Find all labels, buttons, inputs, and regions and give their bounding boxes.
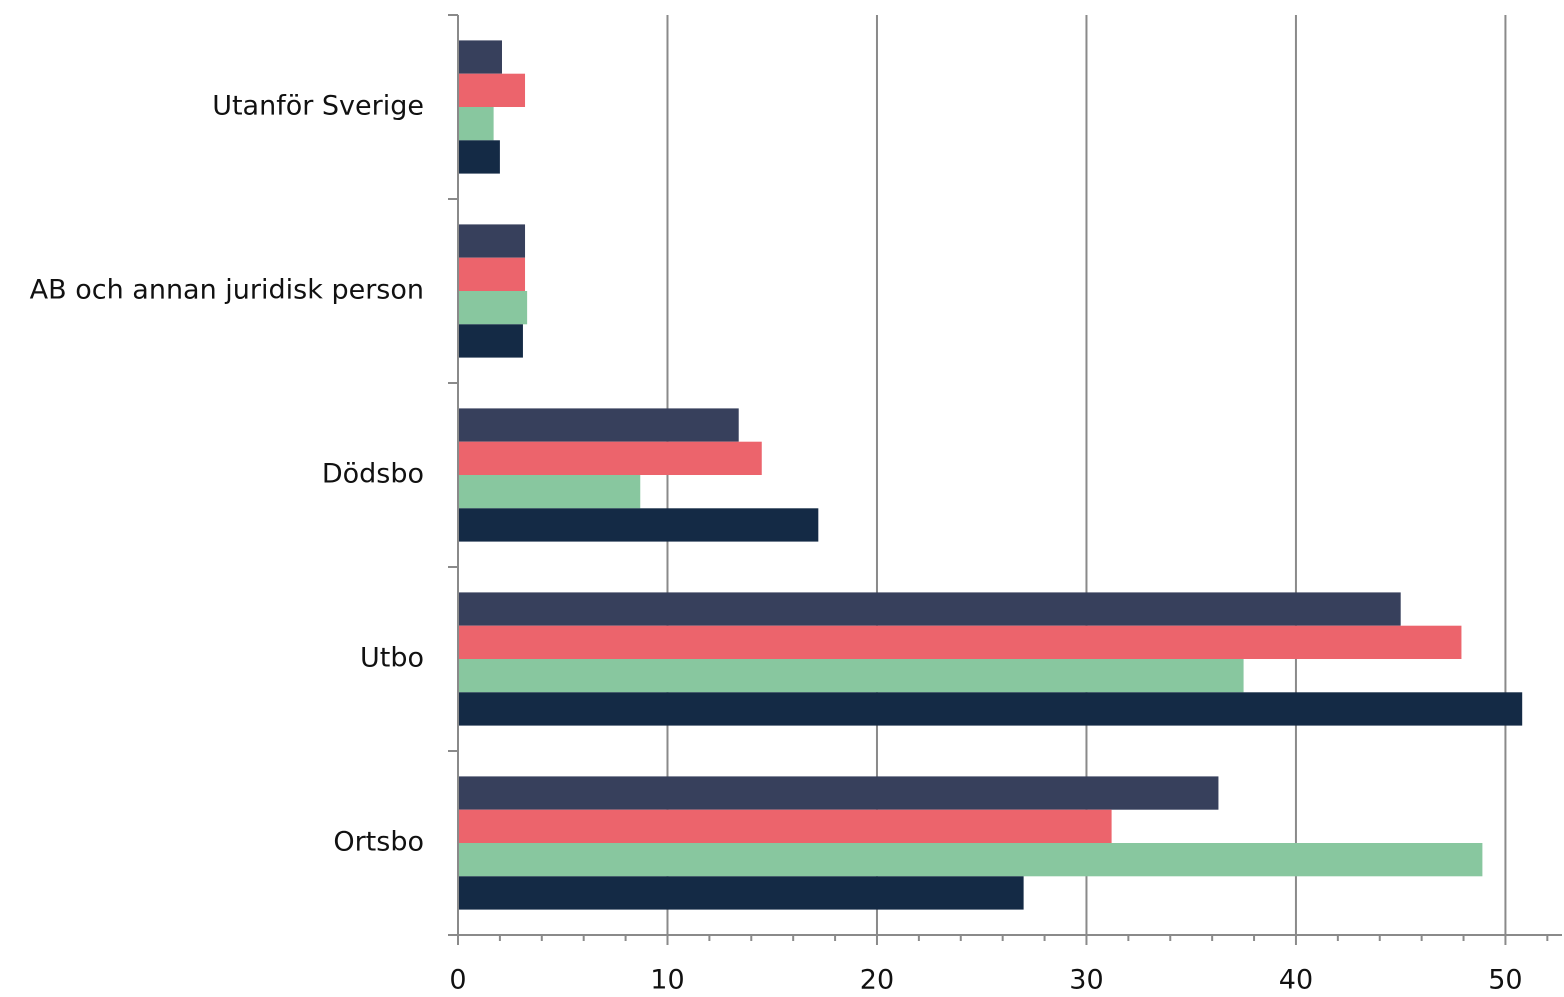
bar (458, 224, 526, 258)
bar (458, 692, 1523, 726)
bar (458, 408, 739, 442)
bar (458, 776, 1219, 810)
y-tick-label: AB och annan juridisk person (30, 275, 424, 306)
x-tick-label: 50 (1488, 965, 1522, 996)
bar (458, 659, 1244, 693)
bar (458, 107, 494, 141)
x-tick-label: 20 (860, 965, 894, 996)
x-tick-label: 40 (1279, 965, 1313, 996)
x-tick-label: 30 (1069, 965, 1103, 996)
y-tick-label: Dödsbo (322, 459, 424, 490)
bar (458, 441, 762, 475)
bar (458, 876, 1024, 910)
bar (458, 40, 502, 74)
bar (458, 73, 526, 107)
bar (458, 809, 1112, 843)
y-tick-label: Utbo (360, 643, 424, 674)
x-tick-label: 10 (650, 965, 684, 996)
bar (458, 843, 1483, 877)
bar (458, 508, 819, 542)
bar (458, 324, 523, 358)
bar (458, 475, 641, 509)
bar (458, 592, 1401, 626)
y-tick-label: Ortsbo (333, 827, 424, 858)
bar (458, 291, 528, 325)
x-tick-label: 0 (449, 965, 466, 996)
bar (458, 140, 500, 174)
bar (458, 257, 526, 291)
bar (458, 625, 1462, 659)
y-tick-label: Utanför Sverige (212, 91, 424, 122)
